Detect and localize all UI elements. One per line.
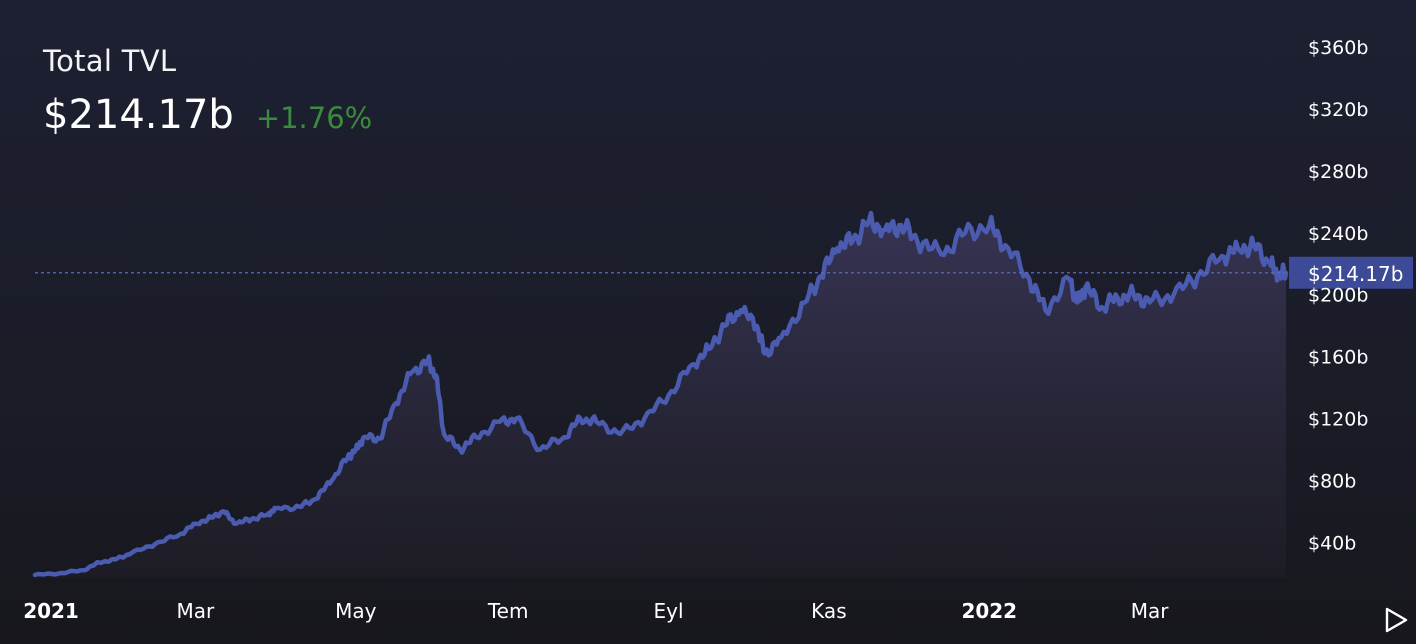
x-tick-label: Eyl	[654, 599, 684, 623]
y-tick-label: $200b	[1308, 285, 1368, 307]
x-tick-label: 2021	[23, 599, 79, 623]
tvl-value: $214.17b	[43, 92, 234, 138]
chart-title: Total TVL	[43, 44, 177, 78]
x-axis: 2021 Mar May Tem Eyl Kas 2022 Mar	[23, 599, 1169, 623]
area-layer	[35, 213, 1286, 578]
line-layer	[32, 210, 1289, 578]
x-tick-label: Mar	[1131, 599, 1170, 623]
tvl-change-percent: +1.76%	[255, 101, 373, 135]
tvl-series-line	[32, 210, 1289, 578]
y-tick-label: $320b	[1308, 99, 1368, 121]
y-tick-label: $120b	[1308, 409, 1368, 431]
x-tick-label: 2022	[961, 599, 1017, 623]
y-axis: $40b $80b $120b $160b $200b $240b $280b $320b $3…	[1308, 37, 1368, 554]
tvl-summary: $214.17b +1.76%	[43, 92, 372, 138]
x-tick-label: Tem	[487, 599, 529, 623]
y-tick-label: $160b	[1308, 347, 1368, 369]
play-triangle-icon[interactable]	[1382, 606, 1410, 634]
current-value-layer: $214.17b	[35, 256, 1413, 289]
y-tick-label: $40b	[1308, 532, 1356, 554]
y-tick-label: $240b	[1308, 223, 1368, 245]
x-tick-label: Mar	[177, 599, 216, 623]
x-tick-label: May	[335, 599, 377, 623]
x-tick-label: Kas	[811, 599, 846, 623]
current-value-badge	[1289, 256, 1413, 289]
y-tick-label: $280b	[1308, 161, 1368, 183]
y-tick-label: $360b	[1308, 37, 1368, 59]
y-tick-label: $80b	[1308, 470, 1356, 492]
tvl-area-fill	[35, 213, 1286, 578]
current-value-label: $214.17b	[1308, 262, 1403, 286]
